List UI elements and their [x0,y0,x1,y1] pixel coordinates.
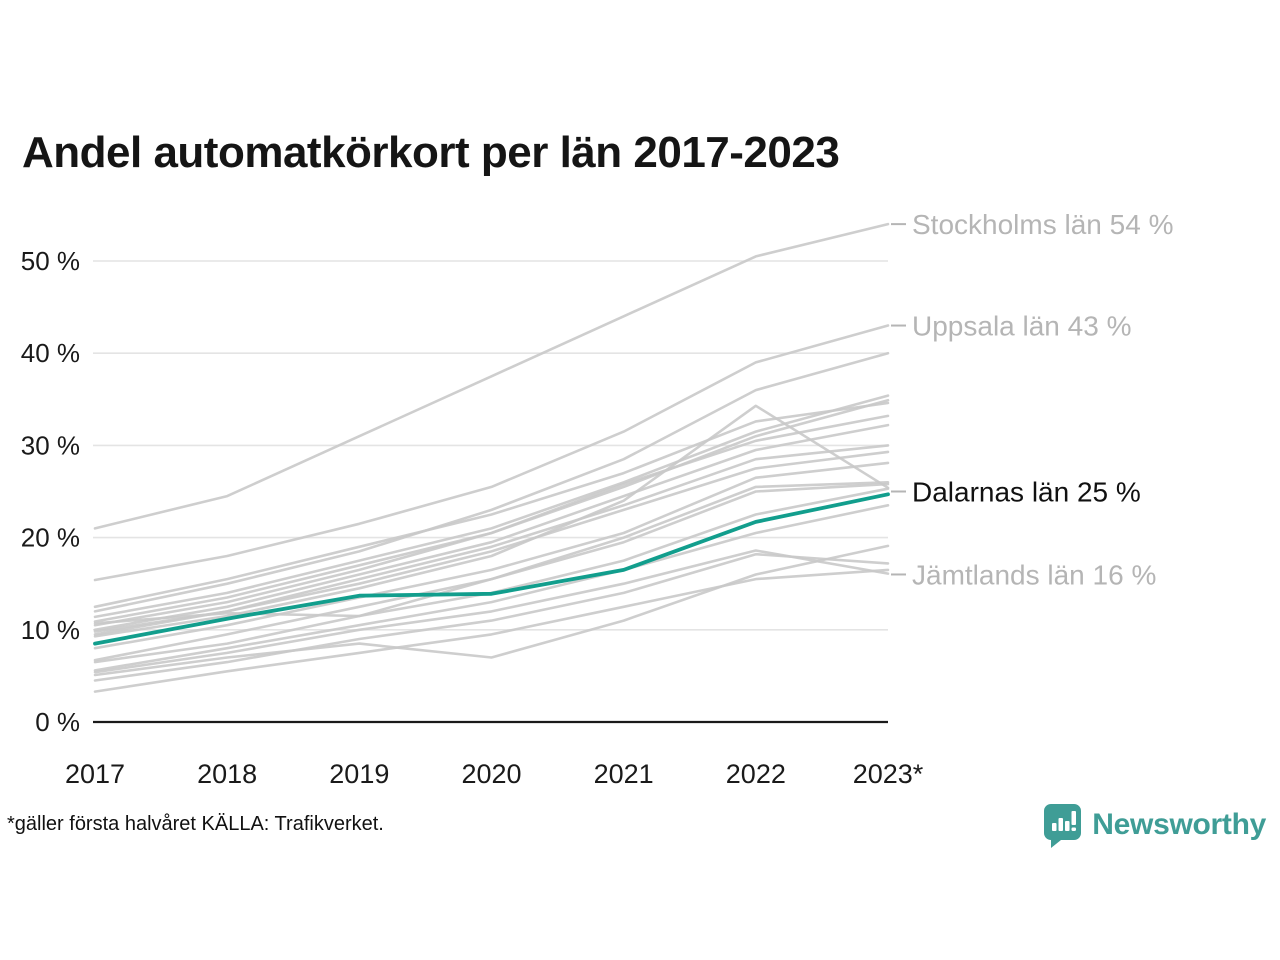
series-line-uppsala-län [93,324,890,582]
series-line-county-7 [93,423,890,632]
x-tick-label-2018: 2018 [197,759,257,789]
x-tick-label-2019: 2019 [329,759,389,789]
series-end-label-jämtlands-län: Jämtlands län 16 % [912,559,1156,590]
series-line-stockholms-län [93,222,890,530]
x-tick-label-2023: 2023* [853,759,924,789]
y-tick-label-10: 10 % [21,615,80,645]
series-line-county-2 [93,351,890,613]
series-line-dalarnas-län [93,492,890,646]
y-tick-label-40: 40 % [21,338,80,368]
series-end-label-stockholms-län: Stockholms län 54 % [912,209,1173,240]
series-line-jämtlands-län [93,549,890,674]
x-tick-label-2020: 2020 [461,759,521,789]
chart-title: Andel automatkörkort per län 2017-2023 [22,128,840,177]
series-line-county-9 [93,450,890,636]
x-tick-label-2017: 2017 [65,759,125,789]
y-tick-label-0: 0 % [35,707,80,737]
newsworthy-logo-text: Newsworthy [1092,808,1266,841]
y-tick-label-30: 30 % [21,430,80,460]
series-line-county-13 [93,482,890,625]
x-tick-label-2021: 2021 [594,759,654,789]
source-footnote: *gäller första halvåret KÄLLA: Trafikver… [7,813,384,835]
series-line-county-17 [93,552,890,682]
series-line-county-6 [93,414,890,623]
newsworthy-bubble-barchart-icon [1043,802,1083,849]
series-line-county-11 [93,461,890,650]
series-line-county-15 [93,503,890,672]
x-tick-label-2022: 2022 [726,759,786,789]
series-line-county-3 [93,394,890,619]
series-line-county-19 [93,568,890,693]
series-line-county-10 [93,404,890,638]
y-tick-label-20: 20 % [21,523,80,553]
series-line-county-16 [93,544,890,677]
y-tick-label-50: 50 % [21,246,80,276]
series-line-county-5 [93,401,890,609]
series-end-label-dalarnas-län: Dalarnas län 25 % [912,477,1141,508]
newsworthy-logo: Newsworthy [1043,800,1266,850]
series-end-label-uppsala-län: Uppsala län 43 % [912,311,1131,342]
